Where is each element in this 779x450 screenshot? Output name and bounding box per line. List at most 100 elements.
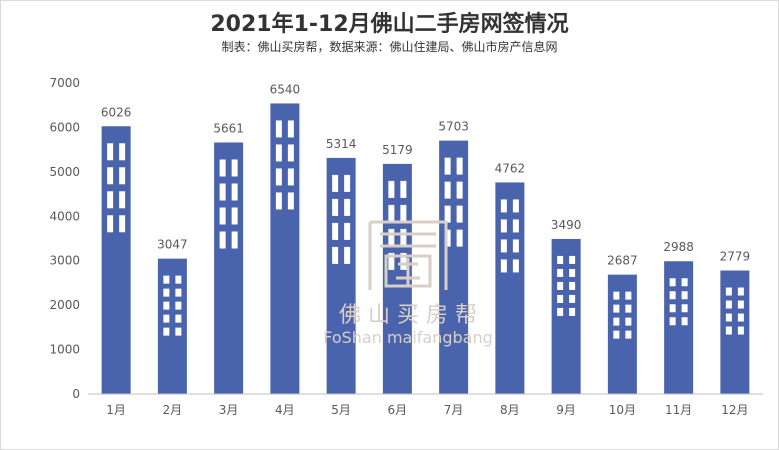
x-tick-label: 1月 bbox=[106, 403, 126, 417]
bar-window bbox=[163, 301, 170, 310]
bar-window bbox=[444, 229, 451, 247]
bar-window bbox=[400, 204, 407, 222]
data-label: 5314 bbox=[326, 137, 357, 151]
bar-windows bbox=[613, 291, 632, 339]
bar-window bbox=[669, 317, 676, 326]
bar-window bbox=[400, 252, 407, 270]
bar-windows bbox=[444, 157, 463, 247]
x-tick-label: 2月 bbox=[163, 403, 183, 417]
bar-windows bbox=[557, 255, 576, 316]
data-label: 5661 bbox=[213, 121, 244, 135]
bar-window bbox=[669, 291, 676, 300]
bar bbox=[439, 140, 469, 394]
bar-window bbox=[613, 304, 620, 313]
bar-window bbox=[625, 317, 632, 326]
bar-windows bbox=[163, 275, 182, 336]
x-tick-label: 6月 bbox=[388, 403, 408, 417]
data-labels: 6026 3047 5661 6540 5314 5179 5703 4762 3490 2687… bbox=[101, 82, 750, 267]
bar-windows bbox=[107, 143, 126, 233]
bar-window bbox=[119, 215, 126, 233]
bar bbox=[495, 182, 525, 394]
bar-window bbox=[332, 198, 339, 216]
data-label: 2988 bbox=[663, 240, 694, 254]
bar-window bbox=[500, 239, 507, 253]
bar-window bbox=[512, 199, 519, 213]
bar-window bbox=[456, 157, 463, 175]
x-tick-label: 7月 bbox=[444, 403, 464, 417]
bar-window bbox=[681, 278, 688, 287]
bar-window bbox=[388, 228, 395, 246]
y-tick-label: 0 bbox=[72, 387, 80, 401]
bar-window bbox=[275, 168, 282, 186]
bar-window bbox=[231, 183, 238, 201]
bar-window bbox=[557, 307, 564, 316]
y-tick-label: 7000 bbox=[49, 76, 80, 90]
bar-window bbox=[613, 291, 620, 300]
bar-window bbox=[107, 143, 114, 161]
bar-window bbox=[332, 174, 339, 192]
data-label: 6540 bbox=[270, 82, 301, 96]
watermark-english: FoShan maifangbang bbox=[323, 328, 493, 347]
bar-window bbox=[219, 183, 226, 201]
bar bbox=[214, 142, 244, 394]
bar-window bbox=[287, 120, 294, 138]
bar-window bbox=[681, 291, 688, 300]
bar-window bbox=[175, 275, 182, 284]
bar-window bbox=[681, 317, 688, 326]
bar-window bbox=[669, 278, 676, 287]
bar-window bbox=[107, 167, 114, 185]
bar-window bbox=[388, 180, 395, 198]
bar-window bbox=[456, 229, 463, 247]
bar-window bbox=[737, 287, 744, 296]
data-label: 3047 bbox=[157, 238, 188, 252]
bar bbox=[101, 126, 131, 394]
x-tick-label: 4月 bbox=[275, 403, 295, 417]
bar-window bbox=[287, 168, 294, 186]
bar-window bbox=[119, 191, 126, 209]
bar-window bbox=[388, 204, 395, 222]
watermark-chinese: 佛 山 买 房 帮 bbox=[339, 303, 477, 328]
x-tick-label: 9月 bbox=[556, 403, 576, 417]
bar-window bbox=[569, 255, 576, 264]
bar-window bbox=[569, 294, 576, 303]
bar-window bbox=[725, 326, 732, 335]
bar-windows bbox=[725, 287, 744, 335]
bar bbox=[270, 103, 300, 395]
bar-window bbox=[163, 275, 170, 284]
bar-window bbox=[725, 300, 732, 309]
bar-window bbox=[681, 304, 688, 313]
bar-window bbox=[557, 281, 564, 290]
bar-window bbox=[557, 268, 564, 277]
data-label: 3490 bbox=[551, 218, 582, 232]
bar bbox=[326, 157, 356, 394]
bar-window bbox=[275, 144, 282, 162]
bar-window bbox=[175, 327, 182, 336]
bar-window bbox=[456, 181, 463, 199]
bar-window bbox=[287, 144, 294, 162]
bar-window bbox=[725, 313, 732, 322]
watermark-logo-icon bbox=[368, 220, 448, 290]
chart-subtitle: 制表：佛山买房帮，数据来源：佛山住建局、佛山市房产信息网 bbox=[221, 40, 558, 54]
bar-windows bbox=[669, 278, 688, 326]
y-tick-label: 4000 bbox=[49, 209, 80, 223]
bar-window bbox=[175, 301, 182, 310]
bar-window bbox=[456, 205, 463, 223]
y-tick-label: 1000 bbox=[49, 343, 80, 357]
x-tick-label: 10月 bbox=[609, 403, 636, 417]
bar-window bbox=[512, 219, 519, 233]
bar-window bbox=[219, 231, 226, 249]
bar-window bbox=[500, 259, 507, 273]
bar-window bbox=[219, 207, 226, 225]
bar-window bbox=[557, 294, 564, 303]
bar-window bbox=[444, 181, 451, 199]
bar-window bbox=[625, 330, 632, 339]
bar-window bbox=[275, 192, 282, 210]
bar-window bbox=[163, 314, 170, 323]
bar-window bbox=[569, 268, 576, 277]
bar-window bbox=[512, 259, 519, 273]
bar-window bbox=[163, 288, 170, 297]
data-label: 6026 bbox=[101, 105, 132, 119]
data-label: 2687 bbox=[607, 254, 638, 268]
bar-window bbox=[669, 304, 676, 313]
